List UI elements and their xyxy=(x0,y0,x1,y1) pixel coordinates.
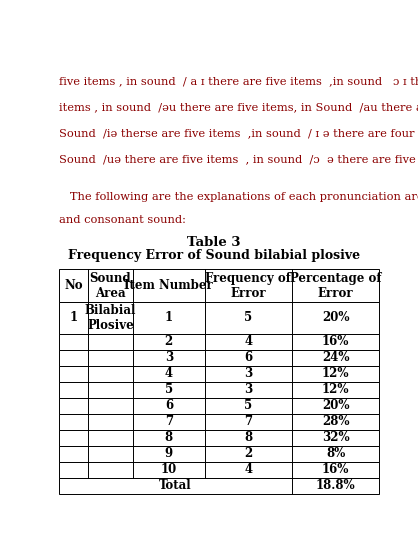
Text: Frequency Error of Sound bilabial plosive: Frequency Error of Sound bilabial plosiv… xyxy=(68,249,360,262)
Bar xyxy=(59,302,380,334)
Bar xyxy=(59,446,380,461)
Text: The following are the explanations of each pronunciation area of vowel sound: The following are the explanations of ea… xyxy=(59,192,418,201)
Text: items , in sound  /əu there are five items, in Sound  /au there are four items ,: items , in sound /əu there are five item… xyxy=(59,102,418,112)
Text: 32%: 32% xyxy=(322,431,349,444)
Text: 10: 10 xyxy=(161,463,177,476)
Text: 2: 2 xyxy=(244,447,252,460)
Text: 24%: 24% xyxy=(322,351,349,364)
Text: Sound  /iə therse are five items  ,in sound  / ɪ ə there are four items  ,in: Sound /iə therse are five items ,in soun… xyxy=(59,128,418,138)
Text: 4: 4 xyxy=(244,335,252,348)
Text: and consonant sound:: and consonant sound: xyxy=(59,215,186,225)
Text: 9: 9 xyxy=(165,447,173,460)
Text: 6: 6 xyxy=(165,399,173,412)
Bar xyxy=(59,366,380,382)
Text: five items , in sound  / a ɪ there are five items  ,in sound   ɔ ɪ there are fiv: five items , in sound / a ɪ there are fi… xyxy=(59,76,418,86)
Text: Bilabial
Plosive: Bilabial Plosive xyxy=(85,304,136,332)
Text: 5: 5 xyxy=(244,399,252,412)
Text: Item Number: Item Number xyxy=(125,280,213,292)
Bar xyxy=(59,350,380,366)
Bar xyxy=(59,414,380,430)
Text: 3: 3 xyxy=(244,367,252,380)
Text: 4: 4 xyxy=(165,367,173,380)
Text: 3: 3 xyxy=(244,383,252,396)
Text: 8%: 8% xyxy=(326,447,345,460)
Text: 3: 3 xyxy=(165,351,173,364)
Bar xyxy=(59,430,380,446)
Bar xyxy=(59,478,380,494)
Text: 12%: 12% xyxy=(322,367,349,380)
Text: 20%: 20% xyxy=(322,311,349,324)
Text: 5: 5 xyxy=(165,383,173,396)
Text: 12%: 12% xyxy=(322,383,349,396)
Text: 16%: 16% xyxy=(322,463,349,476)
Text: Total: Total xyxy=(159,479,192,492)
Bar xyxy=(59,397,380,414)
Bar xyxy=(59,382,380,397)
Text: 2: 2 xyxy=(165,335,173,348)
Bar xyxy=(59,269,380,302)
Bar xyxy=(59,334,380,350)
Text: 20%: 20% xyxy=(322,399,349,412)
Text: 7: 7 xyxy=(165,415,173,428)
Text: 8: 8 xyxy=(165,431,173,444)
Text: 6: 6 xyxy=(244,351,252,364)
Text: 5: 5 xyxy=(244,311,252,324)
Text: 16%: 16% xyxy=(322,335,349,348)
Text: 28%: 28% xyxy=(322,415,349,428)
Text: Sound  /uə there are five items  , in sound  /ɔ  ə there are five items.: Sound /uə there are five items , in soun… xyxy=(59,154,418,164)
Text: 1: 1 xyxy=(165,311,173,324)
Text: No: No xyxy=(64,280,83,292)
Text: 18.8%: 18.8% xyxy=(316,479,356,492)
Text: Sound
Area: Sound Area xyxy=(90,272,131,300)
Text: 8: 8 xyxy=(244,431,252,444)
Text: 7: 7 xyxy=(244,415,252,428)
Text: Percentage of
Error: Percentage of Error xyxy=(290,272,382,300)
Text: Frequency of
Error: Frequency of Error xyxy=(205,272,291,300)
Text: 4: 4 xyxy=(244,463,252,476)
Text: 1: 1 xyxy=(69,311,77,324)
Text: Table 3: Table 3 xyxy=(188,236,241,249)
Bar xyxy=(59,461,380,478)
